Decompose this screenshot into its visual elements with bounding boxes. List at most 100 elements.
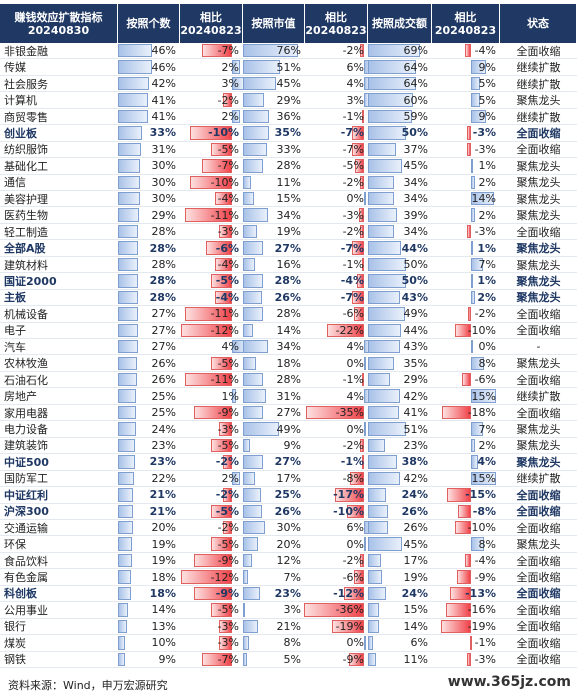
cell: -6% [180, 240, 243, 257]
cell-text: 28% [151, 258, 176, 272]
cell-text: 29% [276, 93, 301, 107]
data-bar [363, 192, 366, 206]
cell-text: -3% [474, 142, 496, 156]
data-bar [210, 142, 232, 157]
cell-text: 国证2000 [4, 274, 57, 288]
cell: 34% [243, 207, 305, 224]
cell-text: -2% [342, 438, 364, 452]
cell: 机械设备 [0, 306, 118, 323]
cell-text: -9% [217, 554, 239, 568]
data-bar [471, 438, 475, 453]
cell-text: 44% [403, 323, 428, 337]
cell-text: 15% [471, 471, 496, 485]
cell: 33% [118, 125, 180, 142]
cell-text: 全面收缩 [516, 406, 561, 420]
cell: 石油石化 [0, 372, 118, 389]
cell-text: -4% [217, 258, 239, 272]
cell-text: 全面收缩 [516, 636, 561, 650]
cell: 23% [118, 438, 180, 455]
cell: 60% [368, 92, 432, 109]
cell-text: 农林牧渔 [4, 357, 48, 371]
cell-text: 27% [274, 455, 301, 469]
cell-text: 31% [151, 142, 176, 156]
cell-text: 中证500 [4, 455, 49, 469]
cell-text: -7% [340, 241, 364, 255]
cell-text: 45% [403, 537, 428, 551]
cell: 18% [118, 586, 180, 603]
cell: 59% [368, 109, 432, 126]
cell: 2% [180, 109, 243, 126]
data-bar [118, 159, 140, 173]
cell-text: 全部A股 [4, 242, 46, 256]
data-bar [468, 307, 472, 321]
cell-text: 23% [149, 455, 176, 469]
data-bar [118, 405, 137, 420]
cell: 23% [118, 454, 180, 471]
cell-text: 全面收缩 [516, 307, 561, 321]
cell: -7% [305, 142, 368, 159]
cell: 45% [368, 536, 432, 553]
cell: 34% [368, 224, 432, 241]
cell: 49% [243, 421, 305, 438]
data-bar [243, 422, 279, 436]
cell-text: 建筑装饰 [4, 439, 48, 453]
cell-text: 全面收缩 [516, 521, 561, 535]
cell: 6% [368, 635, 432, 652]
data-bar [219, 619, 232, 634]
cell-text: 26% [401, 504, 428, 518]
cell: -1% [305, 109, 368, 126]
data-bar [348, 652, 364, 666]
data-bar [368, 372, 390, 387]
cell-text: -19% [467, 619, 496, 633]
data-bar [118, 586, 132, 601]
cell-text: 76% [276, 44, 301, 58]
cell-text: 8% [283, 636, 301, 650]
cell: 1% [432, 240, 500, 257]
cell-text: -5% [217, 537, 239, 551]
data-bar [185, 208, 232, 222]
cell-text: 11% [403, 652, 428, 666]
cell: -13% [432, 586, 500, 603]
cell: -9% [180, 586, 243, 603]
cell-text: -10% [210, 175, 239, 189]
cell: 33% [243, 142, 305, 159]
cell: 26% [243, 290, 305, 307]
data-bar [368, 93, 414, 107]
cell: -4% [180, 191, 243, 208]
cell: 3% [180, 76, 245, 93]
cell: 全面收缩 [500, 372, 577, 389]
cell-text: 2% [478, 438, 496, 452]
cell: 0% [432, 339, 500, 356]
cell: 41% [368, 405, 432, 422]
cell-text: 全面收缩 [516, 488, 561, 502]
cell: -3% [305, 207, 368, 224]
cell-text: -5% [215, 504, 239, 518]
data-bar [118, 323, 138, 338]
data-bar [368, 405, 399, 420]
data-bar [210, 274, 232, 288]
cell-text: 银行 [4, 620, 26, 634]
cell-text: 64% [403, 60, 428, 74]
cell-text: 24% [401, 488, 428, 502]
data-bar [243, 372, 264, 387]
data-bar [243, 224, 257, 239]
cell-text: -15% [465, 488, 496, 502]
cell-text: 29% [403, 373, 428, 387]
cell-text: -11% [210, 307, 239, 321]
data-bar [368, 340, 401, 354]
cell-text: 聚焦龙头 [516, 242, 561, 256]
cell-text: -4% [215, 290, 239, 304]
cell-text: -1% [474, 636, 496, 650]
cell: 5% [243, 652, 305, 668]
cell-text: -2% [215, 488, 239, 502]
cell-text: 全面收缩 [516, 373, 561, 387]
cell: 37% [368, 142, 432, 159]
cell-text: 交通运输 [4, 521, 48, 535]
data-bar [181, 570, 232, 584]
cell-text: -2% [342, 44, 364, 58]
cell-text: 4% [221, 340, 239, 354]
cell: 45% [243, 76, 305, 93]
data-bar [368, 109, 413, 124]
data-bar [368, 389, 400, 403]
cell-text: 聚焦龙头 [516, 176, 561, 190]
